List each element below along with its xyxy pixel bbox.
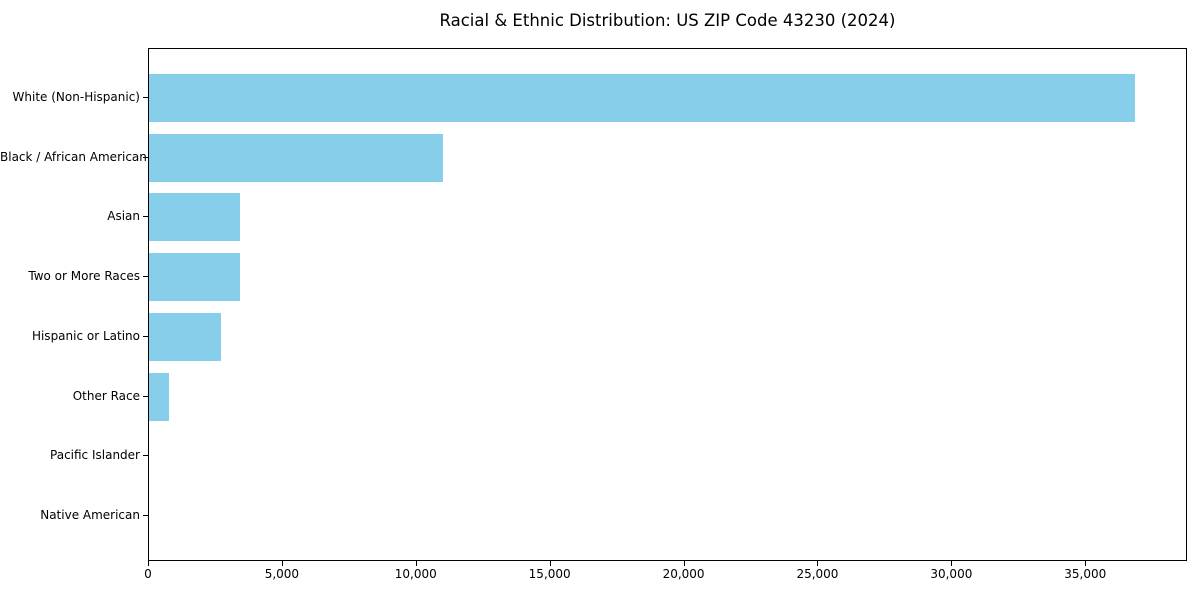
plot-area [148, 48, 1187, 561]
x-tick-label: 5,000 [264, 567, 300, 581]
x-tick-mark [415, 561, 417, 566]
bar-hispanic-or-latino [149, 312, 221, 361]
y-tick-mark [143, 97, 148, 98]
x-tick-mark [549, 561, 551, 566]
x-tick-label: 0 [144, 567, 152, 581]
y-tick-mark [143, 455, 148, 457]
x-tick-mark [817, 561, 819, 566]
x-tick-mark [281, 561, 283, 566]
y-axis-label: Black / African American [0, 149, 147, 164]
y-axis-label: Pacific Islander [50, 448, 140, 463]
y-axis-label: Two or More Races [28, 269, 140, 284]
chart-title: Racial & Ethnic Distribution: US ZIP Cod… [439, 11, 896, 30]
x-tick-mark [951, 561, 953, 566]
y-tick-mark [143, 335, 148, 337]
bar-two-or-more-races [149, 253, 240, 302]
bar-black-african-american [149, 133, 443, 182]
x-tick-label: 20,000 [662, 567, 705, 581]
y-axis-label: White (Non-Hispanic) [12, 90, 140, 104]
bar-asian [149, 193, 240, 242]
y-tick-mark [143, 395, 148, 397]
y-axis-label: Hispanic or Latino [31, 328, 140, 343]
x-tick-label: 35,000 [1064, 567, 1107, 581]
y-tick-mark [143, 156, 148, 158]
y-axis-label: Other Race [72, 388, 140, 403]
bar-white-non-hispanic [149, 74, 1136, 122]
x-tick-label: 10,000 [394, 567, 437, 581]
x-tick-label: 30,000 [930, 567, 973, 581]
x-tick-label: 15,000 [528, 567, 571, 581]
y-tick-mark [143, 216, 148, 218]
y-axis-label: Native American [40, 507, 140, 522]
x-tick-mark [1085, 561, 1087, 566]
bar-other-race [149, 372, 170, 421]
x-tick-label: 25,000 [796, 567, 839, 581]
x-tick-mark [148, 561, 149, 566]
y-tick-mark [143, 514, 148, 516]
y-tick-mark [143, 276, 148, 278]
x-tick-mark [683, 561, 685, 566]
y-axis-label: Asian [107, 209, 140, 224]
